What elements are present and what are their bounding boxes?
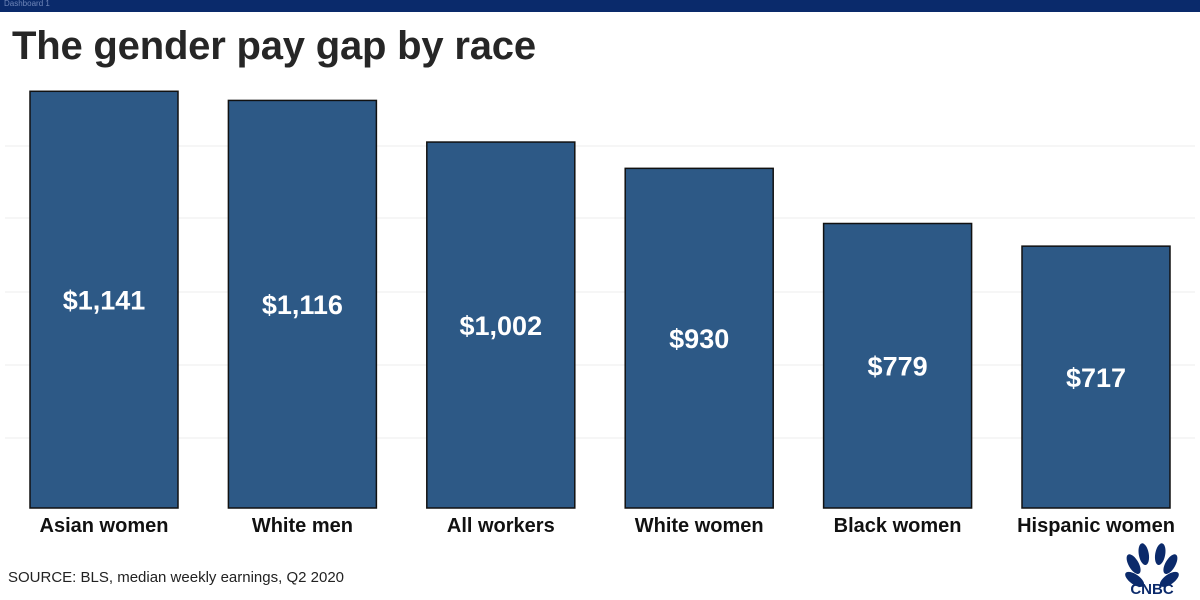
bar-value-label: $717 — [1066, 363, 1126, 393]
chart-title: The gender pay gap by race — [12, 24, 536, 68]
category-labels-group: Asian women White men All workers White wom… — [40, 515, 1175, 537]
bar — [1021, 245, 1171, 509]
peacock-icon — [1125, 543, 1179, 587]
bars-group — [29, 90, 1171, 509]
bar — [624, 167, 774, 509]
source-note: SOURCE: BLS, median weekly earnings, Q2 … — [8, 569, 344, 586]
bar — [822, 222, 973, 509]
bar-value-label: $1,002 — [460, 311, 543, 341]
category-tick-label: All workers — [447, 515, 555, 537]
bar-value-label: $1,141 — [63, 286, 146, 316]
value-labels-group: $1,141 $1,116 $1,002 $930 $779 $717 — [63, 286, 1126, 393]
bar — [426, 141, 576, 509]
category-tick-label: Asian women — [40, 515, 169, 537]
category-tick-label: Hispanic women — [1017, 515, 1175, 537]
dashboard-tab-label: Dashboard 1 — [4, 0, 50, 8]
bar-value-label: $930 — [669, 324, 729, 354]
gridlines — [5, 145, 1195, 439]
bar — [227, 99, 378, 509]
bar-value-label: $1,116 — [262, 290, 343, 320]
top-banner: Dashboard 1 — [0, 0, 1200, 12]
logo-text: CNBC — [1130, 581, 1173, 598]
category-tick-label: Black women — [834, 515, 962, 537]
category-tick-label: White men — [252, 515, 353, 537]
cnbc-logo: CNBC — [1125, 543, 1179, 598]
category-tick-label: White women — [635, 515, 764, 537]
bar — [29, 90, 179, 509]
bar-value-label: $779 — [868, 352, 928, 382]
